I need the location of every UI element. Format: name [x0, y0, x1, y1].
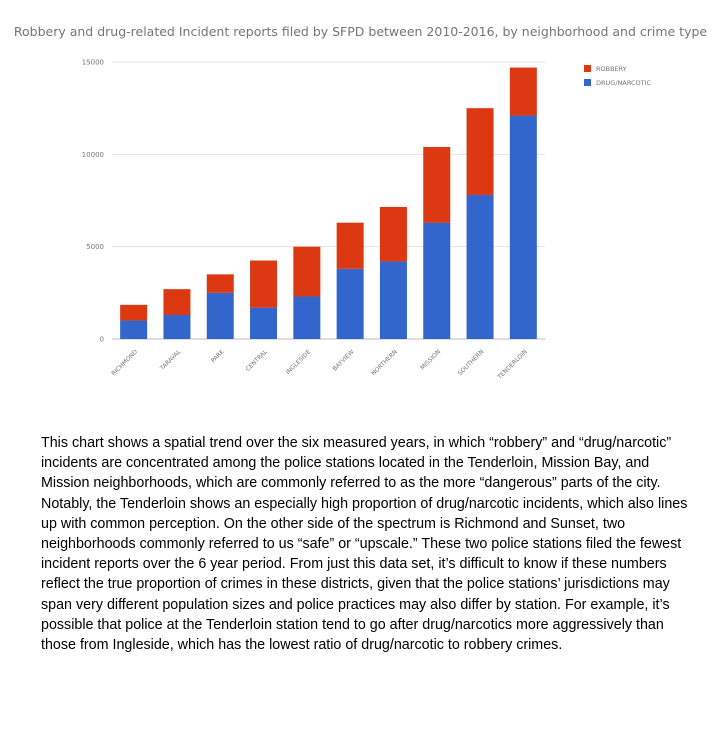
bar-drug-narcotic-richmond	[120, 320, 148, 339]
y-tick-label: 15000	[82, 59, 104, 67]
y-tick-label: 10000	[82, 151, 104, 159]
legend-label: ROBBERY	[596, 65, 627, 73]
x-tick-label: CENTRAL	[245, 348, 270, 373]
x-tick-label: PARK	[210, 348, 227, 365]
bar-robbery-central	[250, 260, 278, 308]
bar-drug-narcotic-taraval	[163, 314, 191, 339]
legend-label: DRUG/NARCOTIC	[596, 79, 652, 87]
bars	[120, 67, 537, 339]
legend: ROBBERY DRUG/NARCOTIC	[584, 65, 652, 87]
x-tick-label: INGLESIDE	[285, 348, 313, 376]
x-tick-label: NORTHERN	[370, 348, 399, 377]
bar-drug-narcotic-mission	[423, 222, 451, 339]
bar-drug-narcotic-park	[206, 292, 234, 339]
x-axis-labels: RICHMOND TARAVAL PARK CENTRAL INGLESIDE BAYVI…	[110, 348, 528, 382]
stacked-bar-chart: 0 5000 10000 15000 RICHMOND TARAVAL PARK CENTR…	[82, 59, 652, 382]
bar-robbery-park	[206, 274, 234, 293]
bar-drug-narcotic-central	[250, 307, 278, 339]
bar-robbery-tenderloin	[509, 67, 537, 116]
x-tick-label: SOUTHERN	[457, 348, 486, 377]
bar-drug-narcotic-southern	[466, 194, 494, 339]
bar-robbery-bayview	[336, 222, 364, 269]
bar-robbery-richmond	[120, 304, 148, 321]
bar-drug-narcotic-tenderloin	[509, 115, 537, 339]
y-axis-ticks: 0 5000 10000 15000	[82, 59, 104, 344]
chart-description: This chart shows a spatial trend over th…	[41, 435, 688, 654]
bar-drug-narcotic-northern	[379, 261, 407, 339]
bar-robbery-mission	[423, 146, 451, 223]
bar-robbery-northern	[379, 206, 407, 262]
legend-swatch	[584, 79, 591, 86]
x-tick-label: BAYVIEW	[332, 348, 356, 372]
y-tick-label: 5000	[86, 243, 104, 251]
chart-title: Robbery and drug-related Incident report…	[13, 24, 708, 39]
bar-robbery-taraval	[163, 289, 191, 315]
x-tick-label: TARAVAL	[158, 348, 183, 373]
x-tick-label: TENDERLOIN	[496, 348, 529, 381]
y-tick-label: 0	[100, 336, 104, 344]
x-tick-label: MISSION	[419, 348, 442, 371]
bar-drug-narcotic-ingleside	[293, 296, 321, 339]
bar-robbery-southern	[466, 108, 494, 195]
bar-robbery-ingleside	[293, 246, 321, 297]
legend-swatch	[584, 65, 591, 72]
x-tick-label: RICHMOND	[110, 348, 139, 377]
bar-drug-narcotic-bayview	[336, 268, 364, 339]
